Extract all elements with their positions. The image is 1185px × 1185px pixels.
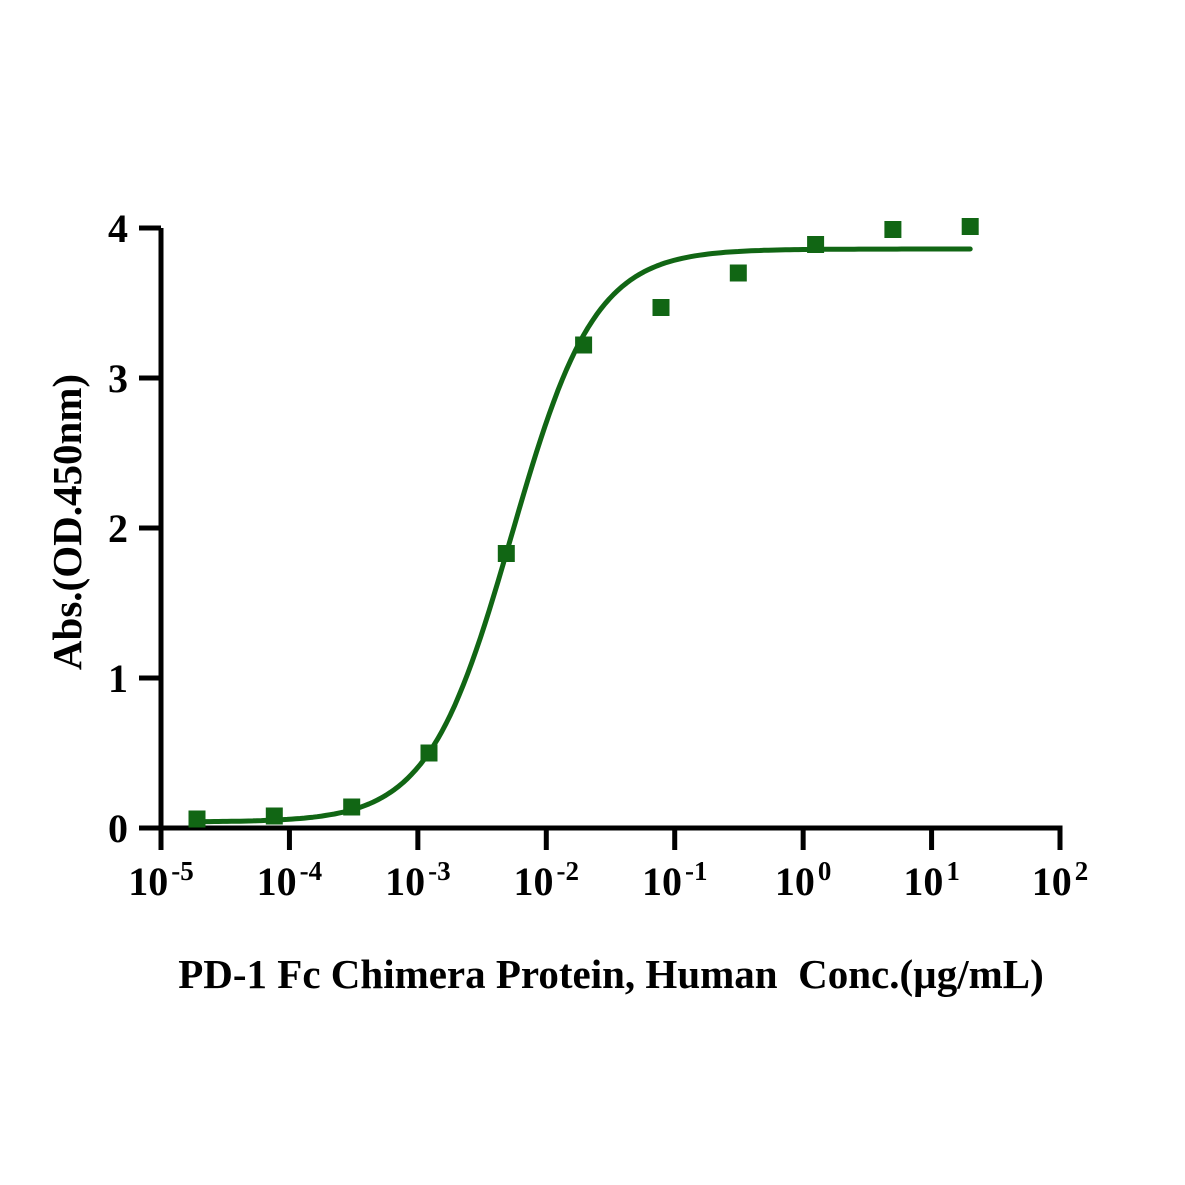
data-point: [652, 299, 670, 316]
x-axis-title: PD-1 Fc Chimera Protein, Human Conc.(µg/…: [178, 951, 1044, 997]
data-point: [729, 264, 747, 282]
y-tick-label: 3: [108, 356, 128, 401]
x-tick-label: 10 0: [775, 856, 832, 904]
data-point: [807, 236, 825, 253]
x-tick-label: 10 -3: [385, 856, 451, 904]
data-point: [265, 807, 283, 825]
y-tick-label: 1: [108, 656, 128, 701]
fit-curve: [194, 246, 973, 825]
data-point: [575, 336, 593, 354]
y-tick-label: 2: [108, 506, 128, 551]
data-series-layer: [188, 218, 979, 828]
y-axis-title: Abs.(OD.450nm): [44, 374, 90, 670]
data-point: [884, 221, 902, 238]
data-point: [497, 545, 515, 562]
x-tick-label: 10 -1: [642, 856, 708, 904]
y-tick-label: 4: [108, 206, 128, 251]
data-point: [961, 218, 979, 235]
data-point: [188, 810, 206, 828]
x-tick-label: 10 1: [903, 856, 960, 904]
x-tick-label: 10 -5: [128, 856, 194, 904]
data-point: [343, 798, 361, 816]
data-point: [420, 744, 438, 762]
x-tick-label: 10 -4: [257, 856, 323, 904]
axes-layer: 0 1 2 3 4 10 -5 10 -4 10 -3 10 -2 10 -1 10 0 10 1 10 2: [108, 206, 1088, 904]
y-tick-label: 0: [108, 806, 128, 851]
x-tick-label: 10 -2: [514, 856, 580, 904]
x-tick-label: 10 2: [1032, 856, 1089, 904]
